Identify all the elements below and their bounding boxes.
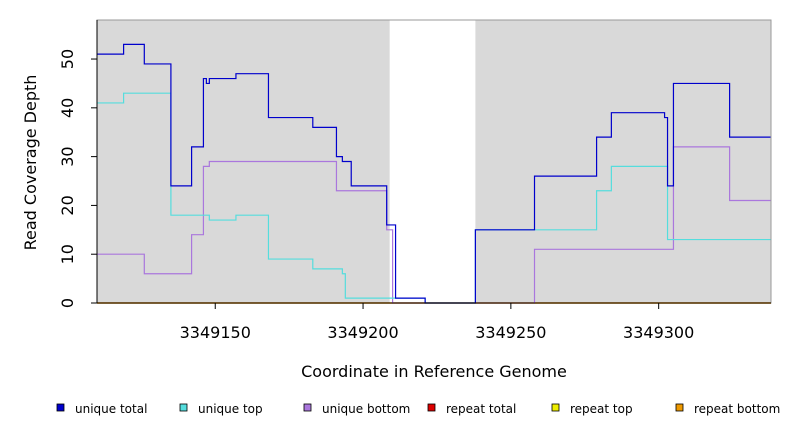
legend-swatch [56,403,65,412]
legend-swatch [675,403,684,412]
legend-swatch [303,403,312,412]
legend-label: unique total [75,402,147,416]
y-tick-label: 50 [58,49,77,69]
series-line-unique-bottom [97,146,771,304]
legend-swatch [179,403,188,412]
legend-item-unique-bottom: unique bottom [303,402,410,416]
legend-label: unique bottom [322,402,410,416]
legend-item-unique-total: unique total [56,402,147,416]
series-line-unique-total [97,43,771,304]
series-line-unique-top [97,92,771,304]
x-tick-label: 3349250 [475,323,546,342]
y-tick-label: 40 [58,98,77,118]
y-tick-label: 30 [58,146,77,166]
legend-swatch [427,403,436,412]
y-tick-label: 10 [58,244,77,264]
legend-item-repeat-top: repeat top [551,402,633,416]
y-tick-label: 20 [58,195,77,215]
y-axis-label: Read Coverage Depth [21,75,40,251]
legend-item-unique-top: unique top [179,402,263,416]
legend-label: unique top [198,402,263,416]
y-tick-label: 0 [58,298,77,308]
legend-label: repeat bottom [694,402,780,416]
legend-label: repeat top [570,402,633,416]
axes: 3349150 3349200 3349250 3349300 0 10 20 30 40 50 [58,20,771,342]
shaded-regions [97,20,771,303]
x-tick-label: 3349150 [180,323,251,342]
legend-label: repeat total [446,402,516,416]
legend-item-repeat-bottom: repeat bottom [675,402,780,416]
x-tick-label: 3349200 [327,323,398,342]
x-axis-label: Coordinate in Reference Genome [301,362,567,381]
x-tick-label: 3349300 [623,323,694,342]
legend-swatch [551,403,560,412]
shaded-region-1 [475,20,771,303]
legend-item-repeat-total: repeat total [427,402,516,416]
legend: unique total unique top unique bottom repea… [56,402,780,416]
